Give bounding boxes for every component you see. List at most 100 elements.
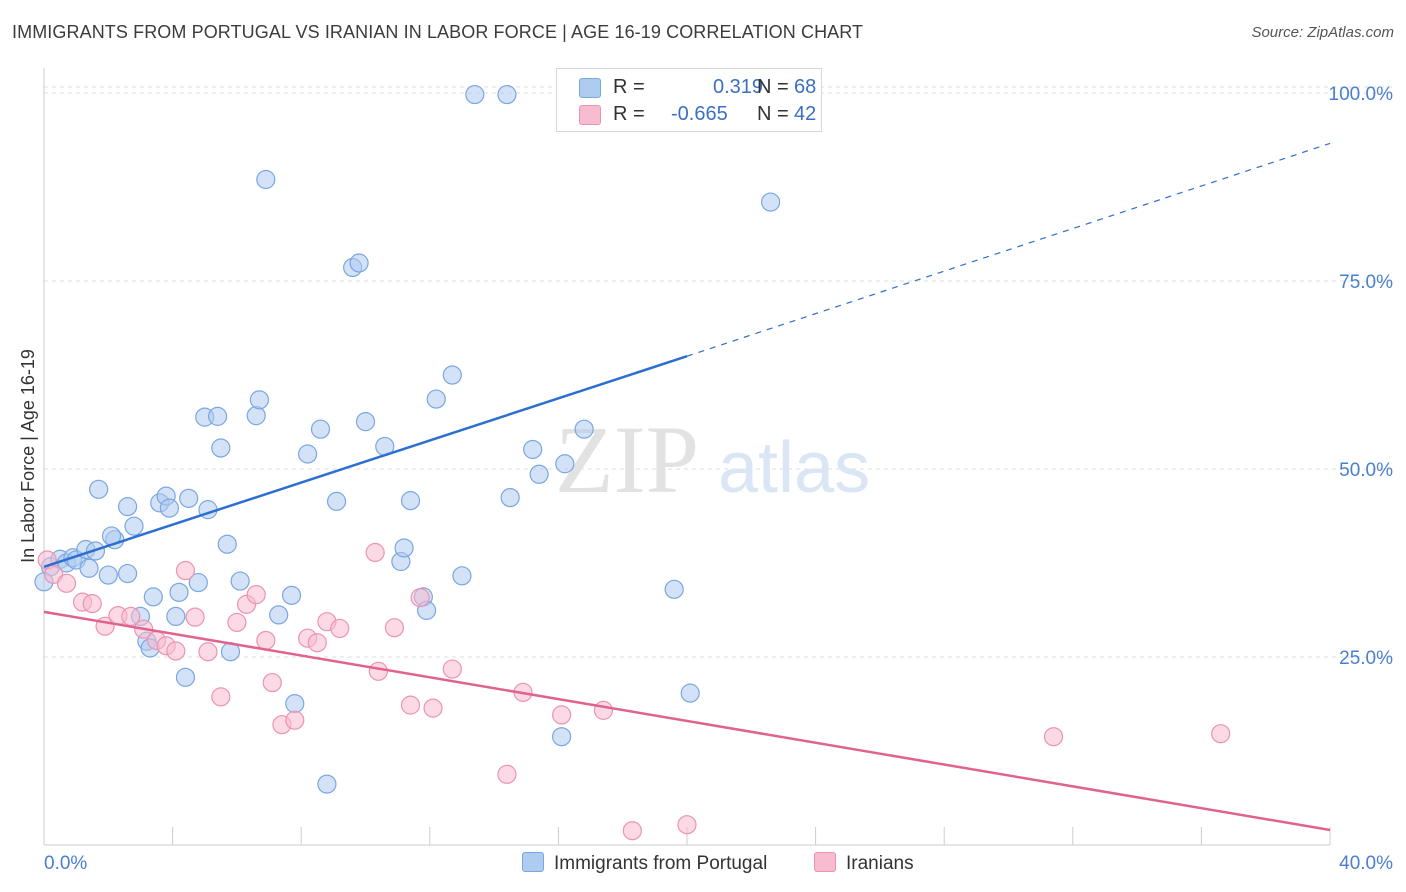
legend-n-label: N =: [757, 103, 789, 125]
point-iranians: [262, 672, 282, 693]
trend-lines: [43, 142, 1331, 832]
point-iranians: [246, 584, 266, 605]
point-iranians: [285, 710, 305, 730]
legend-label-portugal: Immigrants from Portugal: [554, 853, 768, 874]
legend-item-portugal: Immigrants from Portugal: [522, 852, 767, 875]
legend-r-value: -0.665: [671, 103, 728, 125]
point-portugal: [249, 390, 270, 410]
point-portugal: [680, 683, 700, 703]
point-iranians: [423, 698, 443, 718]
y-tick-label: 50.0%: [1339, 460, 1393, 481]
point-portugal: [394, 538, 414, 558]
point-portugal: [452, 566, 472, 586]
point-portugal: [442, 365, 462, 385]
point-iranians: [166, 641, 186, 661]
point-iranians: [384, 618, 405, 638]
point-portugal: [89, 479, 109, 499]
point-iranians: [410, 588, 430, 608]
point-portugal: [529, 464, 549, 484]
point-portugal: [230, 571, 250, 591]
legend-swatch-iranians: [579, 105, 601, 125]
point-iranians: [175, 560, 196, 581]
point-portugal: [285, 694, 305, 714]
point-portugal: [246, 406, 266, 426]
point-portugal: [256, 169, 276, 190]
point-iranians: [365, 542, 385, 563]
y-tick-label: 100.0%: [1329, 84, 1394, 105]
point-portugal: [500, 487, 520, 508]
point-iranians: [497, 764, 517, 784]
point-iranians: [198, 642, 218, 662]
point-portugal: [217, 534, 237, 554]
point-portugal: [117, 497, 138, 517]
point-iranians: [227, 612, 247, 633]
trend-line-portugal-extension: [686, 142, 1331, 357]
legend-swatch-portugal: [522, 852, 544, 872]
watermark-zip: ZIP: [555, 406, 699, 513]
legend-item-iranians: Iranians: [814, 852, 914, 875]
point-iranians: [307, 633, 327, 653]
x-tick-label-max: 40.0%: [1339, 853, 1393, 874]
point-portugal: [465, 84, 485, 105]
point-iranians: [330, 618, 350, 639]
legend-swatch-iranians: [814, 852, 836, 872]
point-portugal: [79, 558, 99, 578]
point-portugal: [175, 667, 196, 687]
watermark-atlas: atlas: [718, 428, 870, 508]
y-axis-title: In Labor Force | Age 16-19: [18, 349, 38, 563]
point-iranians: [211, 687, 231, 707]
point-portugal: [117, 563, 138, 584]
point-portugal: [169, 582, 189, 602]
point-iranians: [368, 661, 388, 681]
point-iranians: [593, 700, 614, 720]
legend-n-value: 68: [794, 76, 817, 98]
point-portugal: [326, 491, 347, 511]
point-portugal: [400, 491, 421, 511]
point-portugal: [349, 253, 369, 273]
trend-line-portugal: [43, 355, 688, 568]
point-portugal: [574, 419, 594, 439]
point-portugal: [664, 579, 684, 599]
legend-r-label: R =: [613, 76, 645, 98]
point-portugal: [179, 488, 199, 508]
point-portugal: [211, 438, 231, 458]
point-portugal: [555, 454, 575, 474]
point-portugal: [208, 406, 228, 426]
point-portugal: [760, 192, 781, 212]
point-iranians: [622, 821, 642, 841]
y-tick-label: 75.0%: [1339, 272, 1393, 293]
point-portugal: [159, 498, 179, 518]
point-portugal: [552, 727, 572, 747]
point-portugal: [188, 572, 208, 593]
series-iranians-points: [37, 542, 1231, 841]
x-axis-ticks: [43, 827, 1331, 845]
point-portugal: [124, 516, 144, 536]
point-portugal: [317, 774, 337, 794]
point-iranians: [442, 659, 462, 679]
point-portugal: [298, 444, 318, 464]
point-iranians: [1043, 727, 1064, 747]
point-iranians: [185, 607, 205, 627]
grid-lines: [44, 86, 1392, 658]
point-iranians: [82, 594, 102, 614]
point-portugal: [310, 419, 331, 439]
legend-r-label: R =: [613, 103, 645, 125]
point-iranians: [552, 705, 572, 725]
legend-r-value: 0.319: [713, 76, 764, 98]
source-credit: Source: ZipAtlas.com: [1251, 24, 1394, 41]
point-portugal: [497, 84, 517, 105]
y-tick-labels: 25.0% 50.0% 75.0% 100.0%: [1329, 84, 1394, 669]
point-portugal: [166, 606, 186, 627]
point-portugal: [355, 412, 376, 432]
point-portugal: [98, 565, 118, 585]
y-tick-label: 25.0%: [1339, 648, 1393, 669]
point-iranians: [56, 573, 77, 593]
x-tick-label-min: 0.0%: [44, 853, 87, 874]
point-portugal: [143, 587, 163, 607]
point-iranians: [256, 630, 276, 651]
legend-swatch-portugal: [579, 78, 601, 98]
point-iranians: [1211, 724, 1231, 744]
trend-line-iranians: [43, 610, 1331, 832]
correlation-legend: R = 0.319 N = 68 R = -0.665 N = 42: [556, 68, 822, 132]
